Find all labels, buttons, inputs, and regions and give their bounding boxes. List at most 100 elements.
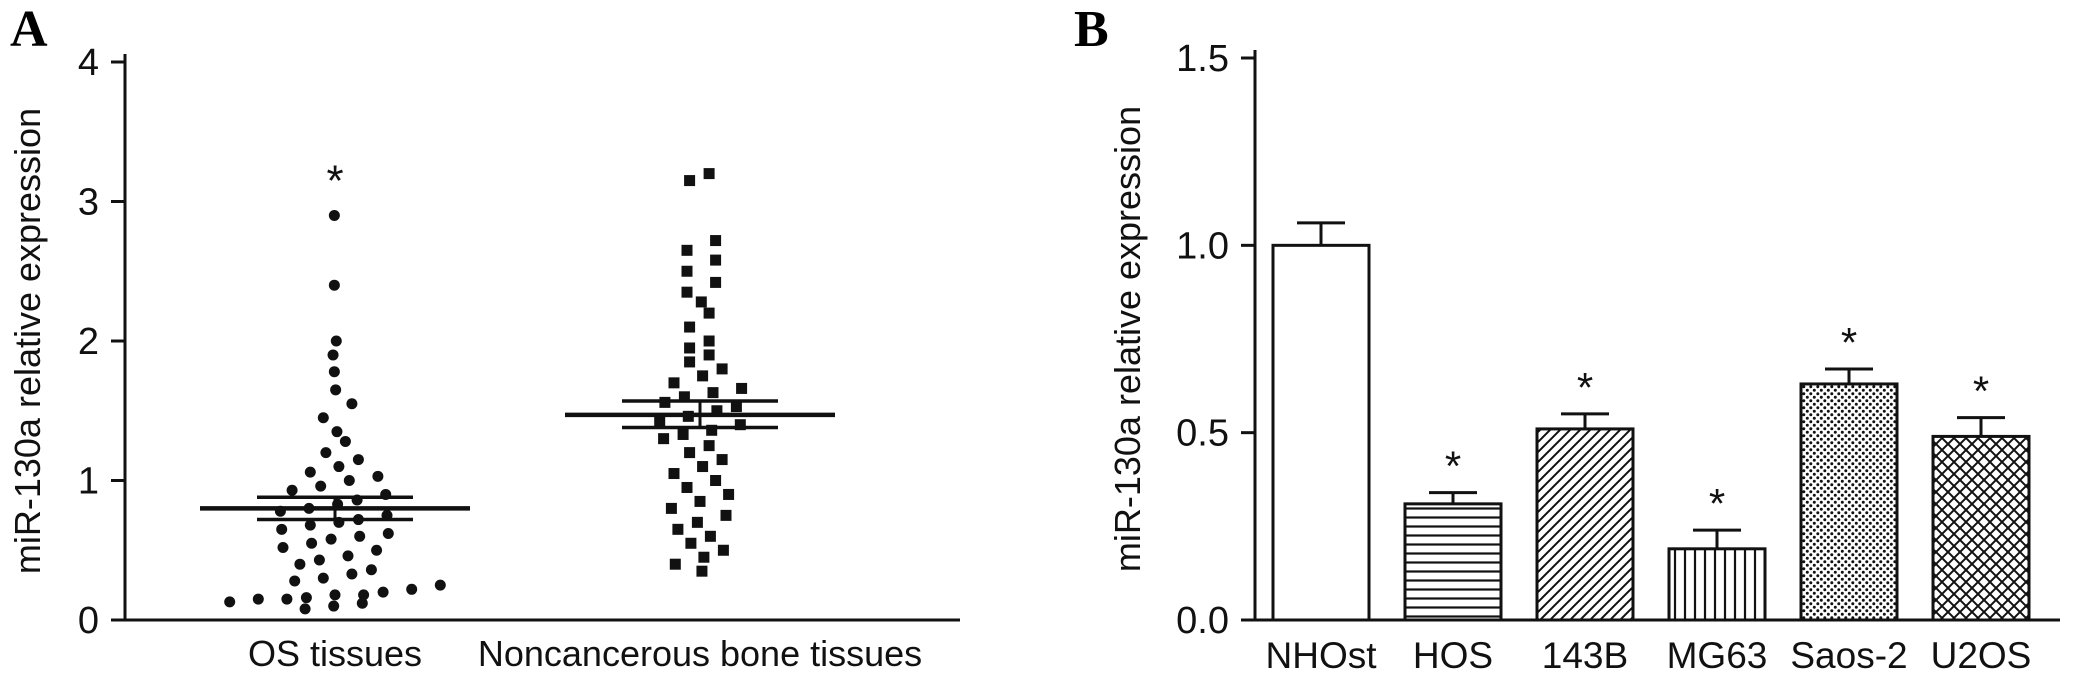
y-tick-label: 1.0 [1176,225,1229,267]
x-category-label: 143B [1542,635,1628,676]
scatter-point-square [717,544,729,556]
scatter-point-circle [329,589,341,601]
scatter-point-circle [406,583,418,595]
scatter-point-square [695,296,707,308]
scatter-point-circle [328,600,340,612]
bar-MG63 [1667,547,1767,622]
scatter-point-square [710,276,722,288]
scatter-point-circle [294,558,306,570]
scatter-point-square [685,537,697,549]
scatter-point-circle [281,593,293,605]
scatter-point-circle [365,564,377,576]
scatter-point-square [703,335,715,347]
scatter-point-square [681,265,693,277]
panel-b-letter: B [1074,1,1109,58]
scatter-point-circle [434,579,446,591]
scatter-point-square [706,424,718,436]
scatter-point-circle [299,603,311,615]
scatter-point-square [677,428,689,440]
scatter-point-square [672,523,684,535]
y-tick-label: 4 [78,42,99,84]
y-tick-label: 0 [78,600,99,642]
scatter-chart: 0 1 2 3 4 miR-130a relative expression * OS tis… [7,42,960,674]
y-tick-label: 1.5 [1176,38,1229,80]
scatter-point-circle [330,335,342,347]
scatter-point-circle [343,475,355,486]
scatter-point-square [684,447,696,459]
scatter-point-circle [328,279,340,291]
scatter-point-circle [356,597,368,609]
scatter-point-circle [354,530,366,542]
scatter-point-square [734,419,746,431]
scatter-point-square [665,502,677,514]
scatter-point-square [711,405,723,417]
scatter-point-square [684,342,696,354]
scatter-point-square [681,286,693,298]
scatter-point-circle [304,519,316,531]
scatter-point-circle [224,596,236,608]
scatter-point-circle [306,537,318,549]
significance-star: * [1709,480,1725,527]
scatter-point-square [684,321,696,333]
scatter-point-circle [352,454,364,466]
scatter-point-square [669,558,681,570]
significance-star: * [1445,443,1461,490]
scatter-point-circle [342,550,354,562]
scatter-point-circle [313,554,325,566]
scatter-point-square [703,307,715,319]
scatter-point-square [703,349,715,361]
scatter-point-square [703,440,715,452]
scatter-point-circle [304,466,316,478]
scatter-point-square [716,454,728,466]
scatter-point-square [710,235,722,247]
scatter-point-square [697,370,709,382]
scatter-point-square [707,387,719,399]
scatter-point-circle [327,349,339,361]
scatter-point-circle [330,384,342,396]
scatter-point-square [681,244,693,256]
scatter-point-square [697,461,709,473]
panel-a-scatter: A 0 1 2 3 4 miR-130a relative expression * OS t… [7,1,960,674]
scatter-point-square [684,175,696,187]
panel-b-bar: B 0.0 0.5 1.0 1.5 miR-130a relative expressi… [1060,0,2076,692]
x-category-label: OS tissues [248,633,422,674]
bar-chart: 0.0 0.5 1.0 1.5 miR-130a relative expression… [1107,38,2060,676]
scatter-point-square [716,363,728,375]
scatter-point-square [704,530,716,542]
significance-star: * [1973,368,1989,415]
y-axis-title: miR-130a relative expression [1107,106,1148,572]
y-tick-label: 1 [78,461,99,503]
scatter-point-circle [252,593,264,605]
scatter-point-square [684,356,696,368]
scatter-point-circle [377,586,389,598]
scatter-point-square [658,433,670,445]
scatter-point-square [730,401,742,413]
bar-NHOst [1271,243,1371,622]
scatter-point-square [720,509,732,521]
scatter-point-circle [371,544,383,556]
scatter-point-square [694,495,706,507]
scatter-point-circle [325,533,337,545]
scatter-point-circle [277,541,289,553]
scatter-point-square [654,415,666,427]
bar-143B [1535,427,1635,622]
significance-star: * [326,156,343,205]
scatter-point-square [698,551,710,563]
y-tick-label: 2 [78,321,99,363]
bar-Saos-2 [1799,382,1899,622]
bar-U2OS [1931,434,2031,622]
scatter-point-circle [328,366,340,378]
scatter-point-circle [276,523,288,535]
scatter-point-circle [328,209,340,221]
bar-HOS [1403,502,1503,622]
y-tick-label: 0.0 [1176,600,1229,642]
scatter-point-square [703,168,715,180]
significance-star: * [1577,364,1593,411]
scatter-point-circle [346,398,358,410]
y-tick-label: 3 [78,182,99,224]
scatter-point-circle [331,426,343,438]
scatter-point-circle [358,589,370,601]
scatter-point-square [696,565,708,577]
scatter-point-square [681,481,693,493]
